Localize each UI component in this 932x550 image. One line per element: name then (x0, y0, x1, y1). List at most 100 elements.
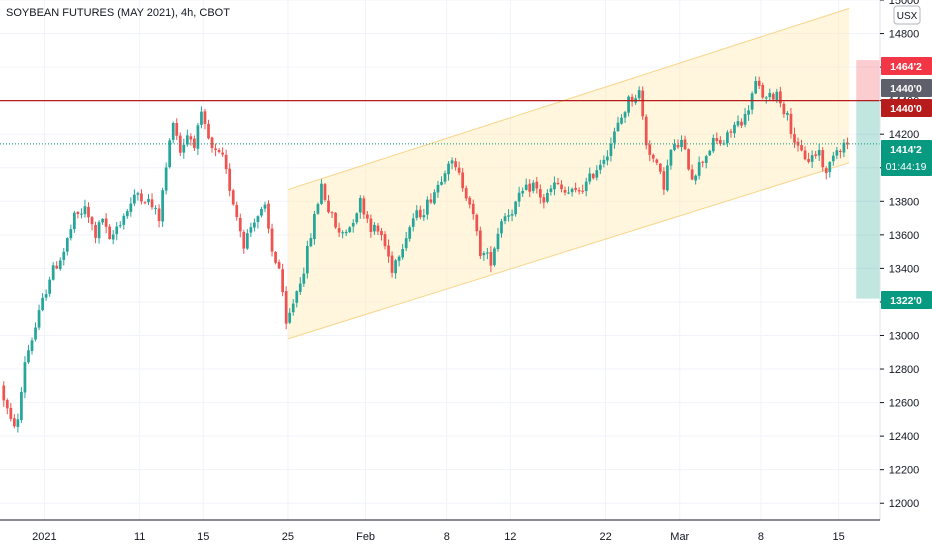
candle[interactable] (655, 158, 659, 166)
candle[interactable] (383, 231, 387, 250)
candle[interactable] (733, 121, 736, 138)
candle[interactable] (48, 276, 52, 297)
candle[interactable] (369, 214, 373, 238)
candle[interactable] (249, 222, 253, 237)
candle[interactable] (426, 196, 429, 220)
candle[interactable] (83, 199, 87, 218)
candle[interactable] (478, 226, 482, 260)
candle[interactable] (260, 206, 263, 218)
candle[interactable] (298, 277, 302, 295)
candle[interactable] (726, 130, 729, 147)
candle[interactable] (839, 149, 842, 159)
candle[interactable] (327, 195, 330, 214)
time-axis[interactable]: 2021 11 15 25 Feb 8 12 22 Mar 8 15 (32, 531, 845, 543)
candle[interactable] (295, 290, 299, 308)
candle[interactable] (542, 194, 546, 209)
candle[interactable] (182, 138, 186, 159)
candle[interactable] (129, 197, 133, 217)
candle[interactable] (313, 210, 316, 245)
candle[interactable] (779, 86, 782, 108)
candle[interactable] (58, 257, 62, 271)
candle[interactable] (584, 177, 588, 197)
candle[interactable] (30, 337, 34, 355)
candle[interactable] (609, 137, 613, 162)
candle[interactable] (337, 222, 341, 238)
candle[interactable] (517, 186, 521, 208)
candle[interactable] (263, 201, 267, 213)
candle[interactable] (814, 150, 818, 159)
candle[interactable] (436, 180, 440, 198)
candle[interactable] (429, 193, 433, 205)
candle[interactable] (800, 139, 803, 152)
candle[interactable] (274, 251, 277, 265)
candle[interactable] (764, 95, 768, 104)
candle[interactable] (461, 168, 465, 192)
candle[interactable] (27, 344, 30, 365)
candle[interactable] (627, 95, 630, 117)
candle[interactable] (253, 218, 256, 232)
candle[interactable] (185, 129, 189, 147)
candle[interactable] (125, 209, 129, 219)
candle[interactable] (44, 289, 48, 301)
candle[interactable] (245, 229, 249, 250)
candle[interactable] (789, 108, 793, 139)
candle[interactable] (73, 210, 76, 233)
candle[interactable] (55, 261, 59, 270)
candle[interactable] (37, 304, 41, 331)
candle[interactable] (2, 381, 6, 407)
candle[interactable] (528, 179, 532, 198)
candle[interactable] (606, 150, 609, 166)
candle[interactable] (288, 308, 292, 325)
candle[interactable] (821, 147, 825, 172)
candle[interactable] (267, 200, 270, 234)
candle[interactable] (669, 149, 673, 170)
candle[interactable] (641, 86, 645, 120)
candle[interactable] (711, 134, 715, 154)
candle[interactable] (235, 201, 239, 221)
candle[interactable] (493, 246, 496, 267)
channel-upper-line[interactable] (287, 7, 850, 191)
candle[interactable] (747, 105, 750, 121)
candle[interactable] (743, 107, 747, 128)
candle[interactable] (238, 213, 242, 238)
candle[interactable] (87, 202, 90, 223)
candle[interactable] (305, 240, 309, 279)
candle[interactable] (553, 176, 556, 196)
candle[interactable] (757, 76, 761, 90)
currency-button[interactable]: USX (893, 5, 921, 25)
candle[interactable] (824, 166, 828, 180)
candle[interactable] (835, 146, 839, 160)
candle[interactable] (189, 133, 193, 146)
candle[interactable] (486, 247, 489, 260)
candle[interactable] (454, 157, 457, 171)
candle[interactable] (613, 127, 616, 149)
candle[interactable] (380, 227, 383, 241)
candle[interactable] (817, 143, 821, 161)
candle[interactable] (750, 91, 754, 115)
candle[interactable] (164, 162, 168, 195)
candle[interactable] (320, 179, 323, 206)
candle[interactable] (291, 299, 295, 316)
candle[interactable] (450, 157, 454, 170)
candle[interactable] (729, 128, 733, 138)
candle[interactable] (415, 205, 419, 221)
candle[interactable] (34, 322, 37, 342)
candle[interactable] (736, 115, 740, 128)
candle[interactable] (786, 110, 789, 121)
candle[interactable] (168, 138, 172, 169)
position-target-zone[interactable] (856, 100, 881, 299)
candle[interactable] (51, 262, 55, 281)
candle[interactable] (373, 222, 376, 235)
candle[interactable] (793, 127, 796, 148)
candle[interactable] (701, 160, 705, 168)
candle[interactable] (65, 237, 69, 256)
candle[interactable] (475, 213, 479, 236)
candle[interactable] (323, 182, 327, 202)
candle[interactable] (111, 230, 115, 245)
candle[interactable] (570, 187, 574, 197)
candle[interactable] (94, 221, 97, 244)
candle[interactable] (651, 153, 655, 163)
candle[interactable] (616, 116, 620, 132)
candle[interactable] (221, 147, 224, 157)
channel-lower-line[interactable] (287, 162, 850, 340)
